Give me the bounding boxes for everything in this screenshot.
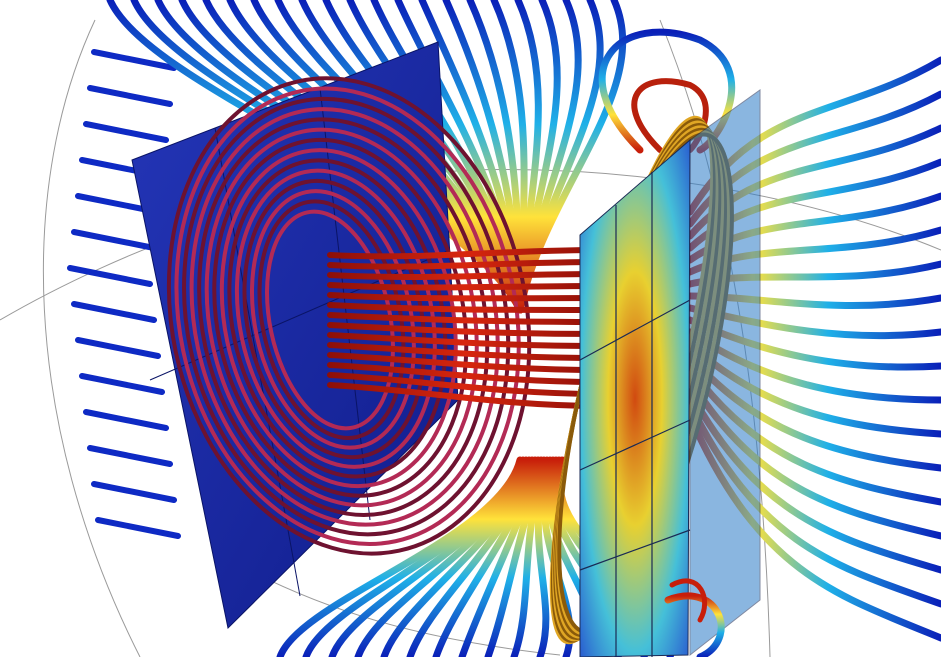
- coil-turn: [249, 189, 416, 450]
- coil-turn: [166, 76, 532, 556]
- field-line: [87, 85, 173, 107]
- field-lines-bridge: [327, 247, 603, 409]
- field-line: [327, 271, 603, 280]
- field-line: [79, 373, 165, 395]
- field-line: [83, 121, 169, 143]
- field-line: [327, 372, 603, 397]
- field-line: [95, 517, 181, 539]
- field-line: [327, 259, 603, 270]
- field-line: [327, 382, 603, 409]
- field-line: [327, 342, 603, 361]
- field-line: [83, 409, 169, 431]
- field-line: [327, 292, 603, 302]
- field-line: [327, 312, 603, 325]
- field-line: [327, 302, 603, 313]
- field-line: [75, 337, 161, 359]
- coil-turn: [174, 86, 521, 546]
- right-plate: [579, 89, 761, 657]
- field-line: [87, 445, 173, 467]
- field-line: [91, 49, 177, 71]
- coil-turn: [182, 96, 511, 537]
- field-lines-left-outer: [67, 49, 181, 539]
- field-line: [484, 456, 548, 657]
- coil-turn: [212, 137, 469, 498]
- field-line: [327, 352, 603, 373]
- field-line: [71, 229, 157, 251]
- field-line: [327, 362, 603, 385]
- field-line: [327, 322, 603, 337]
- field-line: [458, 456, 545, 657]
- field-line: [327, 332, 603, 349]
- field-line: [91, 481, 177, 503]
- field-line: [510, 456, 551, 657]
- field-line: [71, 301, 157, 323]
- field-line: [534, 456, 554, 657]
- field-loops-bottom: [664, 578, 725, 657]
- field-line: [327, 282, 603, 291]
- field-line: [327, 247, 603, 260]
- coil-turn: [219, 148, 458, 489]
- field-line: [67, 265, 153, 287]
